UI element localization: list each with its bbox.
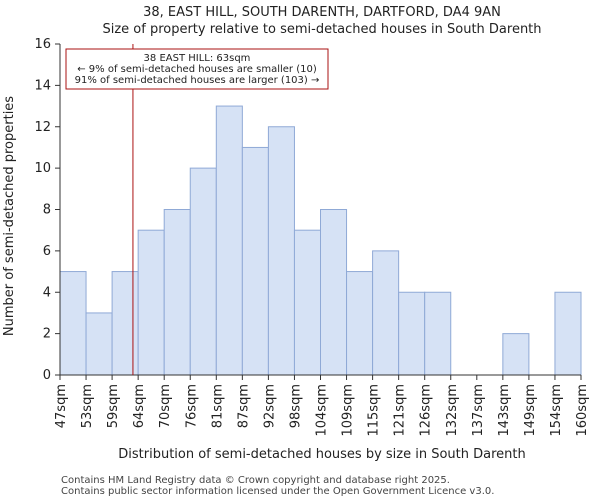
y-tick-label-14: 14	[34, 78, 51, 93]
bars-group	[59, 105, 582, 376]
bar-126sqm	[424, 291, 452, 376]
x-tick-label-149sqm: 149sqm	[523, 384, 538, 437]
bar-87sqm	[241, 146, 269, 376]
x-tick-label-109sqm: 109sqm	[341, 384, 356, 437]
x-tick-label-87sqm: 87sqm	[236, 384, 251, 428]
x-tick-label-126sqm: 126sqm	[419, 384, 434, 437]
annotation-line-3: 91% of semi-detached houses are larger (…	[75, 75, 320, 86]
x-tick-label-53sqm: 53sqm	[80, 384, 95, 428]
y-tick-label-6: 6	[43, 244, 51, 259]
bar-81sqm	[215, 105, 243, 376]
x-axis: 47sqm 53sqm 59sqm 64sqm 70sqm 76sqm 81sqm 87sqm…	[54, 374, 590, 437]
x-tick-label-154sqm: 154sqm	[549, 384, 564, 437]
x-tick-label-76sqm: 76sqm	[184, 384, 199, 428]
chart-title: 38, EAST HILL, SOUTH DARENTH, DARTFORD, …	[143, 5, 501, 20]
x-tick-label-132sqm: 132sqm	[445, 384, 460, 437]
bar-154sqm	[554, 291, 582, 376]
x-tick-label-70sqm: 70sqm	[158, 384, 173, 428]
footer-line-2: Contains public sector information licen…	[61, 486, 494, 497]
annotation-line-2: ← 9% of semi-detached houses are smaller…	[77, 64, 317, 75]
bar-70sqm	[163, 209, 191, 376]
bar-76sqm	[189, 167, 217, 376]
chart-subtitle: Size of property relative to semi-detach…	[102, 22, 541, 37]
bar-109sqm	[346, 271, 374, 376]
y-tick-label-0: 0	[43, 368, 51, 383]
bar-64sqm	[137, 229, 165, 376]
annotation-frame	[65, 48, 329, 90]
bar-104sqm	[320, 209, 348, 376]
x-tick-label-160sqm: 160sqm	[575, 384, 590, 437]
bar-98sqm	[293, 229, 322, 376]
y-tick-label-4: 4	[43, 285, 51, 300]
y-tick-label-2: 2	[43, 327, 51, 342]
x-tick-label-92sqm: 92sqm	[262, 384, 277, 428]
x-tick-label-64sqm: 64sqm	[132, 384, 147, 428]
x-tick-label-98sqm: 98sqm	[288, 384, 303, 428]
y-tick-label-8: 8	[43, 203, 51, 218]
footer-line-1: Contains HM Land Registry data © Crown c…	[61, 475, 450, 486]
y-tick-label-10: 10	[34, 161, 51, 176]
bar-121sqm	[398, 291, 426, 376]
annotation-line-1: 38 EAST HILL: 63sqm	[144, 53, 251, 64]
annotation-box: 38 EAST HILL: 63sqm ← 9% of semi-detache…	[65, 48, 329, 90]
bar-47sqm	[59, 271, 87, 376]
x-tick-label-137sqm: 137sqm	[471, 384, 486, 437]
x-tick-label-59sqm: 59sqm	[106, 384, 121, 428]
x-tick-label-115sqm: 115sqm	[367, 384, 382, 437]
bar-143sqm	[502, 333, 530, 376]
x-tick-label-104sqm: 104sqm	[315, 384, 330, 437]
y-axis: 0 2 4 6 8 10 12 14 16	[34, 37, 61, 383]
y-axis-label: Number of semi-detached properties	[2, 96, 17, 336]
y-tick-label-12: 12	[34, 120, 51, 135]
x-tick-label-47sqm: 47sqm	[54, 384, 69, 428]
x-tick-label-121sqm: 121sqm	[393, 384, 408, 437]
y-tick-label-16: 16	[34, 37, 51, 52]
bar-92sqm	[267, 126, 295, 376]
bar-53sqm	[85, 312, 113, 376]
x-tick-label-143sqm: 143sqm	[497, 384, 512, 437]
bar-115sqm	[372, 250, 400, 376]
x-axis-label: Distribution of semi-detached houses by …	[118, 447, 526, 462]
x-tick-label-81sqm: 81sqm	[210, 384, 225, 428]
bar-59sqm	[111, 271, 139, 376]
